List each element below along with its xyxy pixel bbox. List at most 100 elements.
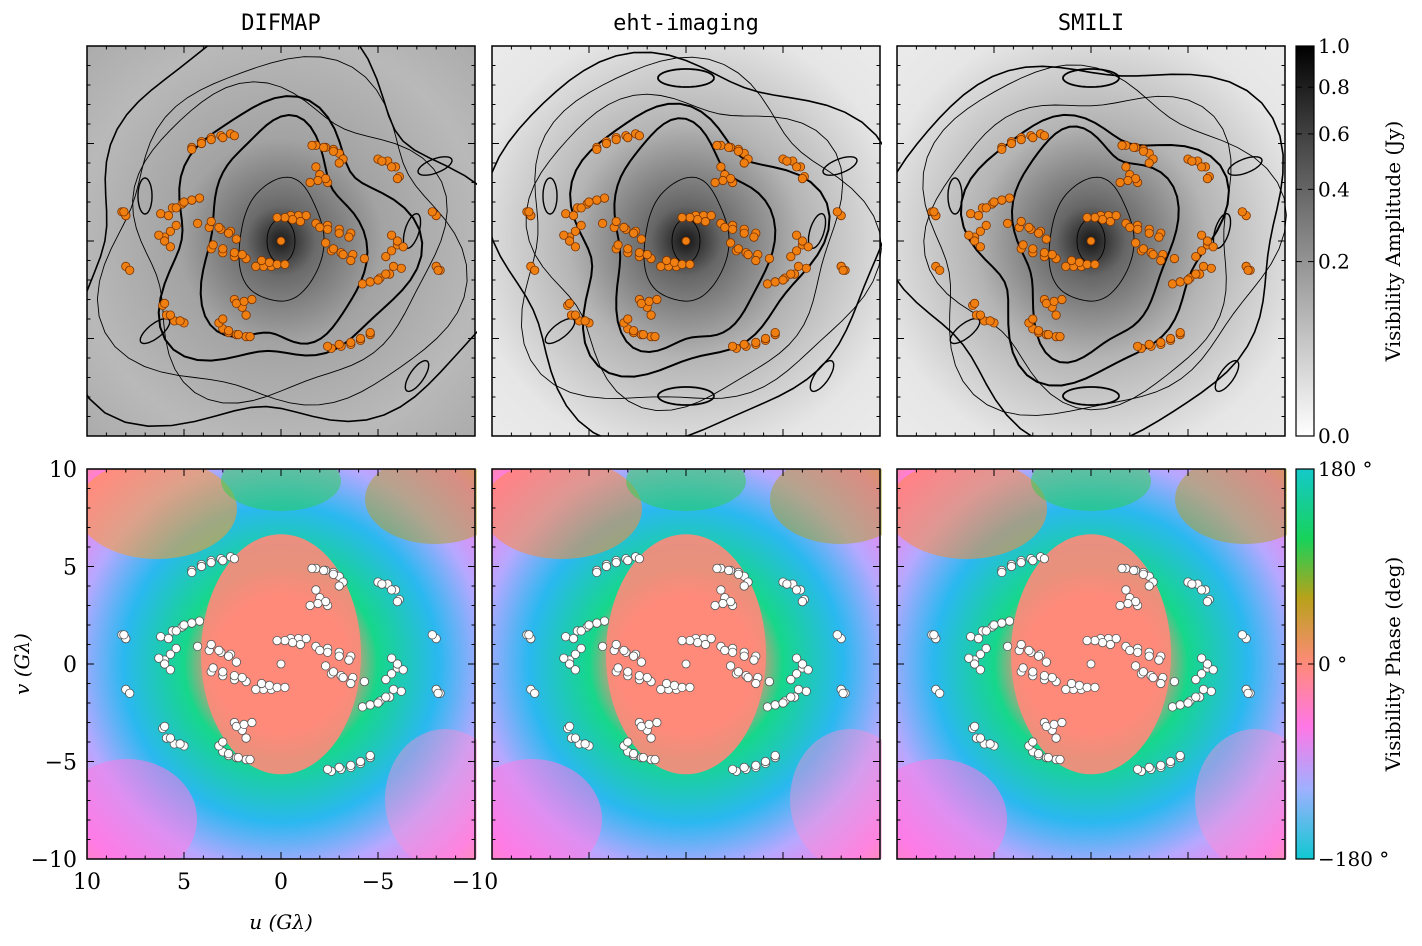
uv-point [1131, 238, 1141, 248]
uv-point [346, 255, 356, 266]
uv-point [1129, 565, 1139, 576]
uv-point [803, 242, 813, 252]
uv-point [669, 680, 679, 690]
uv-point [576, 220, 586, 230]
uv-point [782, 156, 792, 166]
uv-point [319, 142, 329, 153]
uv-point [762, 279, 773, 289]
uv-point [973, 211, 984, 221]
uv-point [720, 222, 730, 232]
uv-point [592, 618, 602, 628]
uv-point [1138, 569, 1148, 579]
uv-point [272, 259, 282, 269]
uv-point [677, 636, 687, 646]
uv-point [171, 203, 181, 213]
uv-point [1016, 135, 1026, 145]
uv-point [307, 563, 317, 574]
uv-point [782, 579, 792, 589]
uv-point [381, 252, 391, 262]
uv-point [305, 177, 315, 188]
uv-point [1121, 162, 1131, 172]
uv-point [257, 678, 267, 689]
uv-point [119, 630, 129, 640]
uv-point [160, 659, 170, 669]
uv-point [677, 682, 687, 692]
uv-point [728, 764, 738, 774]
uv-point [241, 310, 251, 320]
uv-point [706, 211, 716, 221]
uv-point [964, 230, 974, 240]
amplitude-panel-smili [896, 45, 1287, 437]
uv-point [1039, 131, 1049, 141]
uv-point [334, 158, 344, 168]
uv-point [1138, 667, 1148, 677]
uv-point [929, 207, 939, 217]
uv-point [1034, 228, 1044, 238]
uv-point [724, 142, 734, 153]
uv-point [681, 659, 691, 669]
uv-point [1028, 667, 1038, 677]
uv-point [970, 236, 980, 246]
uv-point [338, 250, 348, 260]
uv-point [171, 626, 181, 636]
uv-point [218, 314, 228, 324]
uv-point [1061, 261, 1071, 271]
uv-point [726, 174, 736, 184]
uv-point [1191, 252, 1201, 262]
uv-point [786, 675, 796, 685]
uv-point [1049, 296, 1059, 306]
uv-point [1090, 259, 1100, 269]
uv-point [975, 733, 986, 743]
colorbar-label: Visibility Phase (deg) [1381, 557, 1405, 773]
uv-point [568, 211, 579, 221]
uv-point [355, 756, 366, 767]
uv-point [985, 316, 995, 326]
uv-point [377, 579, 387, 589]
uv-point [433, 688, 443, 698]
phase-panel-smili [896, 468, 1287, 860]
uv-point [559, 230, 569, 240]
uv-point [1156, 760, 1166, 770]
uv-point [373, 698, 383, 708]
uv-point [561, 209, 571, 219]
uv-point [1156, 337, 1166, 347]
uv-point [1067, 255, 1077, 266]
uv-point [733, 667, 743, 677]
uv-point [1133, 341, 1143, 351]
uv-point [613, 240, 623, 250]
uv-point [636, 298, 646, 308]
colorbar-tick-label: −180 ° [1318, 847, 1389, 871]
uv-point [726, 597, 736, 607]
uv-point [165, 665, 176, 675]
uv-point [975, 226, 986, 236]
uv-point [1028, 244, 1038, 254]
uv-point [334, 581, 344, 591]
uv-point [561, 632, 571, 642]
uv-point [530, 265, 540, 275]
uv-point [764, 677, 774, 687]
uv-point [160, 236, 170, 246]
uv-point [1169, 254, 1179, 264]
uv-point [652, 294, 662, 305]
uv-point [264, 680, 274, 690]
uv-point [264, 257, 274, 267]
uv-point [1115, 177, 1125, 188]
uv-point [629, 651, 639, 661]
uv-point [975, 310, 986, 320]
uv-point [179, 197, 189, 207]
uv-point [646, 310, 656, 320]
uv-point [728, 224, 738, 234]
uv-point [229, 671, 239, 681]
uv-point [1055, 331, 1065, 342]
uv-point [1144, 581, 1154, 591]
uv-point [1191, 269, 1201, 279]
uv-point [1057, 294, 1067, 305]
uv-point [171, 643, 181, 653]
uv-point [1202, 236, 1212, 246]
uv-point [196, 561, 207, 572]
uv-point [576, 626, 586, 636]
uv-point [251, 684, 261, 694]
uv-point [997, 567, 1007, 578]
uv-point [346, 760, 356, 770]
uv-point [1167, 702, 1178, 712]
